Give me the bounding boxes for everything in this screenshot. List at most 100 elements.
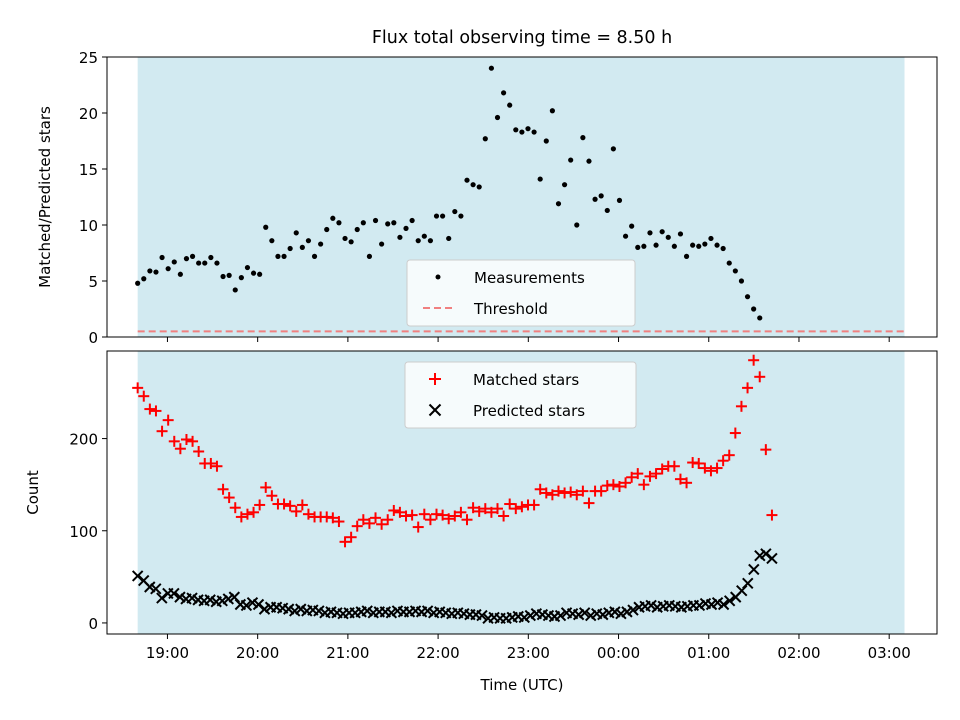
matched-star-marker [260, 481, 272, 493]
matched-star-marker [552, 485, 564, 497]
predicted-star-marker [627, 604, 639, 616]
measurement-point [714, 242, 720, 248]
measurement-point [196, 260, 202, 266]
measurement-point [677, 231, 684, 237]
matched-star-marker [223, 492, 235, 504]
measurement-point [141, 276, 147, 282]
predicted-star-marker [131, 570, 144, 582]
predicted-star-marker-b [476, 609, 488, 622]
measurement-point [757, 315, 763, 321]
matched-star-marker [412, 521, 424, 533]
predicted-stars-points [131, 548, 778, 625]
measurement-point [391, 220, 397, 226]
matched-star-marker [144, 403, 156, 415]
matched-star-marker [193, 445, 205, 457]
matched-star-marker [674, 473, 686, 485]
x-tick-label: 01:00 [687, 644, 730, 662]
measurement-point [372, 217, 379, 224]
measurement-point [348, 239, 354, 245]
measurement-point [555, 201, 562, 207]
matched-star-marker [620, 477, 632, 489]
measurement-point [214, 260, 220, 266]
measurement-point [226, 272, 232, 278]
predicted-star-marker-b [699, 597, 712, 610]
measurement-point [616, 197, 623, 203]
measurement-point [537, 176, 543, 182]
bottom-y-axis: 0 100 200 [69, 431, 107, 633]
measurement-point [409, 217, 415, 224]
matched-star-marker [327, 512, 339, 524]
measurement-point [629, 223, 635, 229]
predicted-star-marker-b [566, 608, 579, 620]
measurement-point [464, 177, 470, 183]
matched-star-marker [504, 498, 516, 510]
predicted-star-marker-b [578, 607, 591, 619]
measurement-point [488, 65, 494, 71]
matched-star-marker [729, 427, 741, 439]
predicted-star-marker-b [156, 592, 168, 604]
measurement-point [153, 269, 159, 275]
measurement-point [500, 90, 507, 96]
x-tick-label: 00:00 [597, 644, 640, 662]
matched-star-marker [296, 499, 308, 511]
measurement-point [299, 244, 305, 250]
measurement-point [415, 238, 421, 244]
measurement-point [708, 235, 714, 242]
measurement-point [336, 220, 342, 226]
measurement-point [440, 213, 446, 219]
measurement-point [604, 207, 610, 214]
legend-matched-label: Matched stars [473, 371, 579, 389]
matched-star-marker [205, 457, 217, 469]
predicted-star-marker-b [421, 605, 434, 617]
matched-star-marker [754, 371, 766, 383]
matched-star-marker [211, 460, 223, 472]
y-tick-label: 20 [79, 105, 98, 123]
x-tick-label: 19:00 [146, 644, 189, 662]
predicted-star-marker-b [174, 591, 186, 603]
predicted-star-marker [156, 592, 168, 604]
predicted-star-marker-b [554, 609, 567, 622]
bottom-panel: 0 100 200 19:00 20:00 21:00 22:00 23:00 00:00 01… [24, 350, 938, 694]
matched-star-marker [394, 506, 406, 518]
measurement-point [653, 242, 659, 248]
legend-predicted-label: Predicted stars [473, 402, 585, 420]
measurement-point [586, 158, 592, 164]
bottom-legend: Matched stars Predicted stars [404, 361, 637, 429]
matched-star-marker [333, 516, 345, 528]
measurement-point [635, 244, 641, 250]
measurement-point [305, 238, 312, 244]
matched-star-marker [742, 382, 754, 394]
measurement-point [421, 233, 427, 239]
x-tick-label: 22:00 [416, 644, 459, 662]
matched-star-marker [254, 499, 266, 511]
predicted-star-marker-b [560, 607, 573, 619]
predicted-star-marker-b [307, 604, 319, 616]
matched-stars-points [132, 354, 778, 548]
measurement-point [543, 138, 549, 144]
predicted-star-marker-b [313, 605, 325, 617]
matched-star-marker [388, 504, 400, 516]
measurement-point [720, 245, 726, 252]
measurement-point [525, 126, 531, 132]
predicted-star-marker [578, 607, 591, 619]
matched-star-marker [705, 465, 717, 477]
top-panel: 0 5 10 15 20 25 Matched/Predicted stars Measu… [36, 49, 938, 347]
matched-star-marker [357, 514, 369, 526]
measurement-point [726, 260, 732, 266]
matched-star-marker [735, 400, 747, 412]
measurement-point [659, 229, 665, 235]
measurement-point [458, 213, 464, 219]
measurement-point [671, 243, 677, 249]
matched-star-marker [248, 506, 260, 518]
measurement-point [202, 260, 208, 266]
y-tick-label: 15 [79, 161, 98, 179]
bottom-legend-box [404, 361, 637, 429]
predicted-star-marker-b [542, 609, 555, 622]
measurement-point [287, 245, 293, 252]
measurement-point [311, 253, 318, 259]
predicted-star-marker-b [663, 599, 675, 612]
y-tick-label: 100 [69, 523, 98, 541]
measurement-point [744, 294, 751, 300]
matched-star-marker [187, 435, 199, 447]
matched-star-marker [138, 390, 150, 402]
